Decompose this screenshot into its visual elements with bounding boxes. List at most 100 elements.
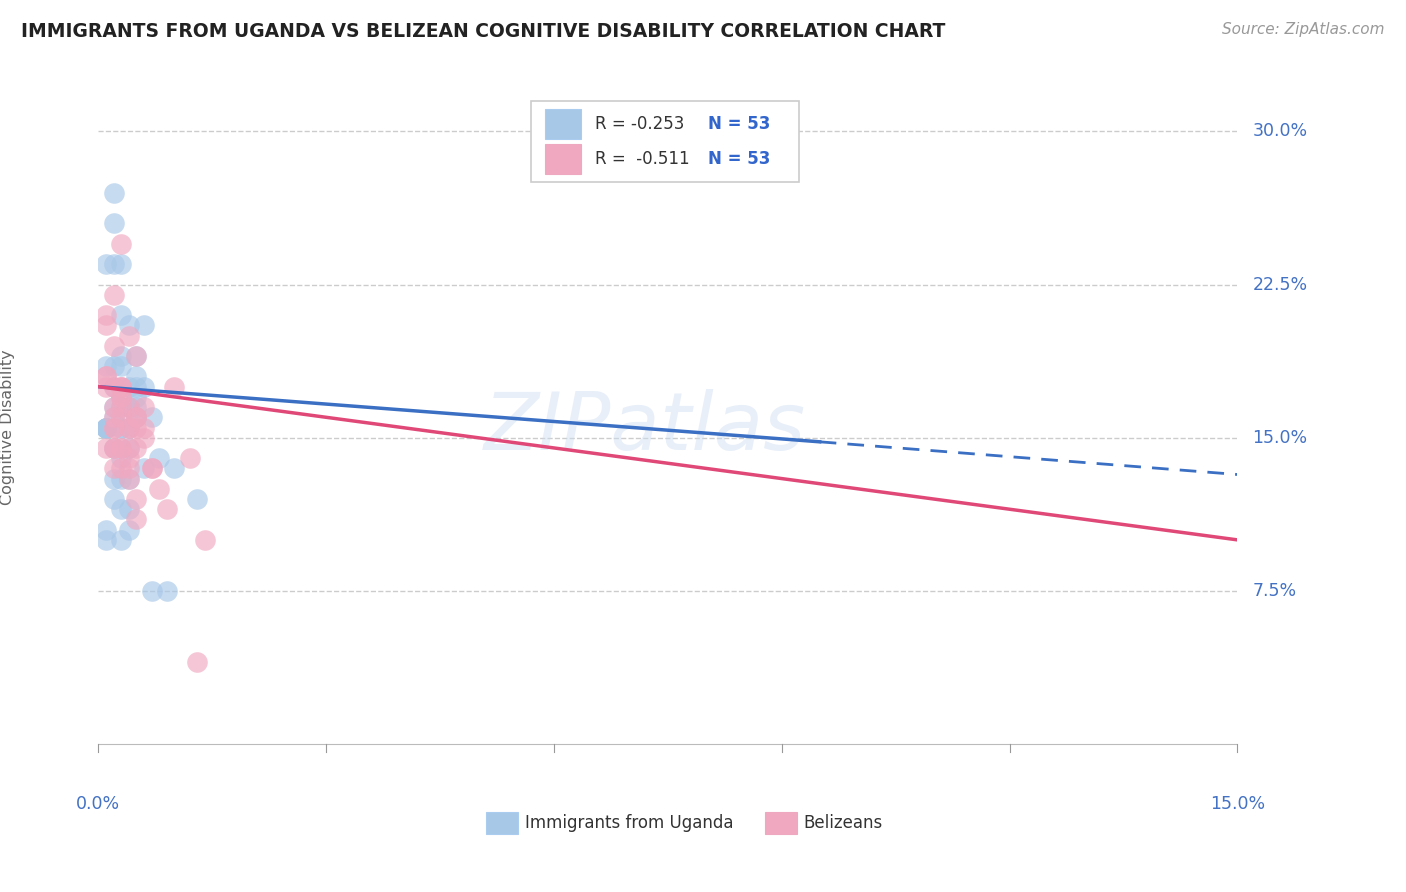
Text: 15.0%: 15.0% [1253, 429, 1308, 447]
Point [141, 583, 163, 598]
Point [125, 410, 148, 425]
Point [118, 441, 141, 455]
Point [141, 410, 163, 425]
Bar [485, 812, 517, 834]
Point [118, 420, 141, 434]
Point [118, 523, 141, 537]
FancyBboxPatch shape [531, 102, 799, 183]
Point [118, 400, 141, 414]
Text: 22.5%: 22.5% [1253, 276, 1308, 293]
Point [132, 400, 155, 414]
Point [110, 441, 132, 455]
Point [118, 451, 141, 466]
Point [118, 400, 141, 414]
Point [94, 420, 117, 434]
Text: R = -0.253: R = -0.253 [595, 115, 685, 133]
Point [118, 461, 141, 475]
Point [132, 461, 155, 475]
Point [94, 257, 117, 271]
Point [103, 339, 125, 353]
Point [110, 410, 132, 425]
Point [148, 451, 170, 466]
Text: R =  -0.511: R = -0.511 [595, 150, 689, 169]
Point [132, 318, 155, 333]
Point [110, 390, 132, 404]
Point [125, 410, 148, 425]
Point [103, 379, 125, 393]
Point [94, 369, 117, 384]
Point [110, 236, 132, 251]
Point [118, 379, 141, 393]
Point [141, 461, 163, 475]
Text: ZIPatlas: ZIPatlas [484, 389, 806, 467]
Text: 30.0%: 30.0% [1253, 122, 1308, 140]
Point [110, 379, 132, 393]
Point [118, 420, 141, 434]
Point [103, 461, 125, 475]
Point [110, 533, 132, 547]
Point [179, 451, 201, 466]
Point [94, 308, 117, 322]
Point [125, 441, 148, 455]
Point [110, 308, 132, 322]
Point [103, 410, 125, 425]
Point [141, 461, 163, 475]
Point [125, 410, 148, 425]
Point [110, 257, 132, 271]
Point [125, 491, 148, 506]
Point [103, 379, 125, 393]
Point [94, 533, 117, 547]
Point [110, 349, 132, 363]
Point [125, 390, 148, 404]
Bar [546, 109, 581, 139]
Point [94, 441, 117, 455]
Point [103, 441, 125, 455]
Point [103, 359, 125, 374]
Point [118, 472, 141, 486]
Point [110, 379, 132, 393]
Point [94, 420, 117, 434]
Point [194, 533, 217, 547]
Point [103, 491, 125, 506]
Point [110, 472, 132, 486]
Text: 0.0%: 0.0% [76, 795, 121, 814]
Point [132, 431, 155, 445]
Text: Belizeans: Belizeans [803, 814, 883, 832]
Point [125, 512, 148, 526]
Point [103, 420, 125, 434]
Point [110, 400, 132, 414]
Point [94, 359, 117, 374]
Point [125, 349, 148, 363]
Point [118, 472, 141, 486]
Text: Cognitive Disability: Cognitive Disability [0, 350, 15, 506]
Point [94, 369, 117, 384]
Point [156, 502, 179, 516]
Point [186, 656, 208, 670]
Text: N = 53: N = 53 [707, 150, 770, 169]
Point [94, 379, 117, 393]
Point [103, 400, 125, 414]
Point [163, 379, 186, 393]
Point [110, 461, 132, 475]
Point [103, 472, 125, 486]
Point [103, 257, 125, 271]
Point [110, 420, 132, 434]
Point [103, 420, 125, 434]
Point [103, 441, 125, 455]
Point [110, 390, 132, 404]
Point [110, 451, 132, 466]
Point [103, 287, 125, 301]
Bar [765, 812, 797, 834]
Bar [546, 145, 581, 174]
Point [110, 420, 132, 434]
Text: N = 53: N = 53 [707, 115, 770, 133]
Point [132, 420, 155, 434]
Point [148, 482, 170, 496]
Point [94, 420, 117, 434]
Point [103, 410, 125, 425]
Point [118, 502, 141, 516]
Point [110, 441, 132, 455]
Point [110, 359, 132, 374]
Point [103, 216, 125, 230]
Point [94, 318, 117, 333]
